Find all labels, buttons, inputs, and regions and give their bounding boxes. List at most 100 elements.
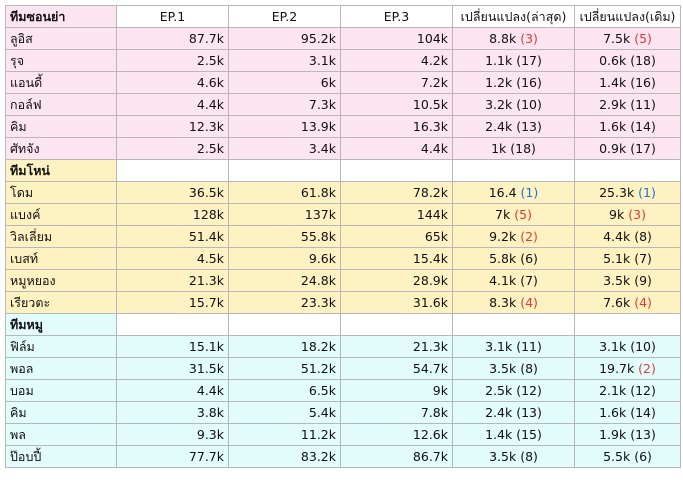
change-previous-value: 1.6k <box>599 119 627 134</box>
contestant-name: พล <box>5 423 117 446</box>
table-row: แอนดี้ 4.6k 6k 7.2k 1.2k (16) 1.4k (16) <box>5 71 681 94</box>
ep1-value: 128k <box>116 203 229 226</box>
ep2-value: 55.8k <box>228 225 341 248</box>
change-latest-rank: (3) <box>520 31 538 46</box>
ep2-value: 6.5k <box>228 379 341 402</box>
change-previous-cell: 3.5k (9) <box>574 269 681 292</box>
change-latest-value: 5.8k <box>489 251 517 266</box>
ep1-value: 2.5k <box>116 137 229 160</box>
table-row: หมูหยอง 21.3k 24.8k 28.9k 4.1k (7) 3.5k (9) <box>5 269 681 292</box>
ep1-value: 4.5k <box>116 247 229 270</box>
empty-cell <box>116 159 229 182</box>
change-previous-cell: 9k (3) <box>574 203 681 226</box>
team-title: ทีมซอนย่า <box>5 5 117 28</box>
contestant-name: กอล์ฟ <box>5 93 117 116</box>
ep2-value: 51.2k <box>228 357 341 380</box>
change-latest-rank: (18) <box>510 141 536 156</box>
ep1-value: 4.4k <box>116 379 229 402</box>
table-row: ลูอิส 87.7k 95.2k 104k 8.8k (3) 7.5k (5) <box>5 27 681 50</box>
empty-cell <box>228 313 341 336</box>
change-previous-rank: (1) <box>638 185 656 200</box>
change-latest-rank: (7) <box>520 273 538 288</box>
contestant-name: พอล <box>5 357 117 380</box>
change-latest-value: 1.1k <box>485 53 513 68</box>
ep1-value: 21.3k <box>116 269 229 292</box>
ep2-value: 83.2k <box>228 445 341 468</box>
column-header-ep3: EP.3 <box>340 5 453 28</box>
change-latest-cell: 3.2k (10) <box>452 93 575 116</box>
ep2-value: 9.6k <box>228 247 341 270</box>
change-previous-value: 1.9k <box>599 427 627 442</box>
change-previous-value: 3.1k <box>599 339 627 354</box>
table-row: วิลเลี่ยม 51.4k 55.8k 65k 9.2k (2) 4.4k (8) <box>5 225 681 248</box>
column-header-ep1: EP.1 <box>116 5 229 28</box>
change-previous-cell: 7.6k (4) <box>574 291 681 314</box>
ep1-value: 3.8k <box>116 401 229 424</box>
table-row: กอล์ฟ 4.4k 7.3k 10.5k 3.2k (10) 2.9k (11) <box>5 93 681 116</box>
change-previous-value: 7.5k <box>603 31 631 46</box>
ep1-value: 4.4k <box>116 93 229 116</box>
contestant-name: บอม <box>5 379 117 402</box>
contestant-name: เรียวตะ <box>5 291 117 314</box>
change-latest-value: 7k <box>495 207 511 222</box>
change-latest-value: 1.4k <box>485 427 513 442</box>
table-row: รุจ 2.5k 3.1k 4.2k 1.1k (17) 0.6k (18) <box>5 49 681 72</box>
column-header-ep2: EP.2 <box>228 5 341 28</box>
change-latest-rank: (5) <box>514 207 532 222</box>
change-latest-cell: 8.3k (4) <box>452 291 575 314</box>
contestant-name: แอนดี้ <box>5 71 117 94</box>
ep3-value: 31.6k <box>340 291 453 314</box>
contestant-name: คิม <box>5 401 117 424</box>
change-previous-cell: 7.5k (5) <box>574 27 681 50</box>
change-previous-rank: (5) <box>634 31 652 46</box>
contestant-name: ป๊อบปี้ <box>5 445 117 468</box>
empty-cell <box>452 313 575 336</box>
empty-cell <box>452 159 575 182</box>
ep3-value: 16.3k <box>340 115 453 138</box>
ep1-value: 15.7k <box>116 291 229 314</box>
change-latest-cell: 3.5k (8) <box>452 357 575 380</box>
change-latest-value: 3.2k <box>485 97 513 112</box>
change-latest-cell: 7k (5) <box>452 203 575 226</box>
change-previous-cell: 0.6k (18) <box>574 49 681 72</box>
change-previous-value: 2.1k <box>599 383 627 398</box>
ep2-value: 11.2k <box>228 423 341 446</box>
column-header-change-latest: เปลี่ยนแปลง(ล่าสุด) <box>452 5 575 28</box>
change-previous-rank: (18) <box>630 53 656 68</box>
ep2-value: 137k <box>228 203 341 226</box>
table-row: ป๊อบปี้ 77.7k 83.2k 86.7k 3.5k (8) 5.5k (6) <box>5 445 681 468</box>
team-title: ทีมหมู <box>5 313 117 336</box>
contestant-name: แบงค์ <box>5 203 117 226</box>
ep1-value: 77.7k <box>116 445 229 468</box>
table-row: เรียวตะ 15.7k 23.3k 31.6k 8.3k (4) 7.6k (4) <box>5 291 681 314</box>
ep3-value: 7.8k <box>340 401 453 424</box>
ep1-value: 4.6k <box>116 71 229 94</box>
change-latest-rank: (6) <box>520 251 538 266</box>
table-row: ฟิล์ม 15.1k 18.2k 21.3k 3.1k (11) 3.1k (10) <box>5 335 681 358</box>
change-latest-rank: (1) <box>520 185 539 200</box>
change-previous-cell: 0.9k (17) <box>574 137 681 160</box>
change-latest-cell: 3.5k (8) <box>452 445 575 468</box>
ep2-value: 5.4k <box>228 401 341 424</box>
change-latest-value: 4.1k <box>489 273 517 288</box>
ep1-value: 87.7k <box>116 27 229 50</box>
change-latest-cell: 1.1k (17) <box>452 49 575 72</box>
change-previous-cell: 5.5k (6) <box>574 445 681 468</box>
ep2-value: 3.1k <box>228 49 341 72</box>
change-previous-cell: 2.1k (12) <box>574 379 681 402</box>
change-previous-rank: (9) <box>634 273 652 288</box>
ep3-value: 10.5k <box>340 93 453 116</box>
ep2-value: 3.4k <box>228 137 341 160</box>
change-previous-rank: (11) <box>630 97 656 112</box>
ep3-value: 4.4k <box>340 137 453 160</box>
empty-cell <box>116 313 229 336</box>
change-previous-cell: 4.4k (8) <box>574 225 681 248</box>
empty-cell <box>228 159 341 182</box>
empty-cell <box>340 159 453 182</box>
change-latest-value: 2.5k <box>485 383 513 398</box>
change-latest-value: 3.5k <box>489 449 517 464</box>
ep3-value: 54.7k <box>340 357 453 380</box>
change-latest-value: 3.5k <box>489 361 517 376</box>
change-latest-cell: 1.4k (15) <box>452 423 575 446</box>
ep1-value: 15.1k <box>116 335 229 358</box>
